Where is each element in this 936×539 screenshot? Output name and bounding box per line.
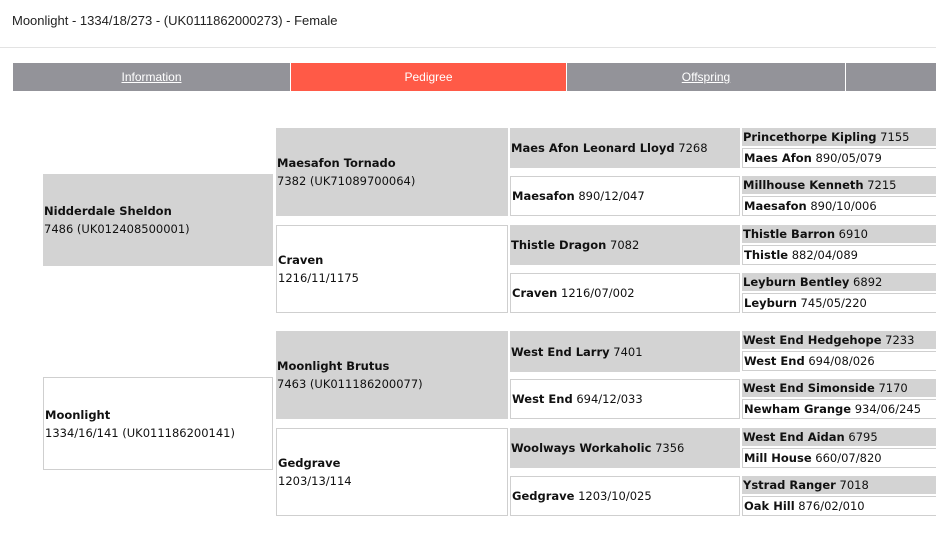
animal-name: Thistle [744,248,789,262]
gen4-dam-cell[interactable]: Newham Grange 934/06/245 [742,399,936,419]
animal-name: Newham Grange [744,402,852,416]
animal-registration: 7268 [674,141,708,155]
animal-name: Craven [278,253,324,267]
animal-name: Millhouse Kenneth [743,178,864,192]
gen4-dam-cell[interactable]: Mill House 660/07/820 [742,448,936,468]
tab-offspring[interactable]: Offspring [567,63,845,91]
animal-name: Gedgrave [512,489,575,503]
gen3-sire-cell[interactable]: Maes Afon Leonard Lloyd 7268 [510,128,740,168]
animal-name: West End Larry [511,344,610,359]
animal-registration: 890/12/047 [574,189,645,203]
animal-name: Oak Hill [744,499,795,513]
animal-registration: 876/02/010 [794,499,865,513]
gen2-dam-cell[interactable]: Craven 1216/11/1175 [276,225,508,313]
gen4-sire-cell[interactable]: West End Simonside 7170 [742,379,936,397]
animal-registration: 7170 [874,381,908,395]
animal-registration: 7401 [609,344,643,359]
tab-pedigree[interactable]: Pedigree [291,63,566,91]
page-title: Moonlight - 1334/18/273 - (UK01118620002… [12,13,338,28]
gen4-sire-cell[interactable]: Leyburn Bentley 6892 [742,273,936,291]
tab-more[interactable] [846,63,936,91]
gen2-dam-cell[interactable]: Gedgrave 1203/13/114 [276,428,508,516]
animal-registration: 7463 (UK011186200077) [277,377,423,391]
gen4-dam-cell[interactable]: Maes Afon 890/05/079 [742,148,936,168]
gen4-dam-cell[interactable]: West End 694/08/026 [742,351,936,371]
animal-name: Thistle Barron [743,227,836,241]
gen3-dam-cell[interactable]: Gedgrave 1203/10/025 [510,476,740,516]
animal-registration: 7018 [835,478,869,492]
animal-registration: 6892 [849,275,883,289]
animal-registration: 7215 [863,178,897,192]
animal-registration: 1216/07/002 [557,286,635,300]
animal-name: West End Hedgehope [743,333,882,347]
animal-name: Maes Afon [744,151,812,165]
gen3-dam-cell[interactable]: Craven 1216/07/002 [510,273,740,313]
animal-name: Maesafon [512,189,575,203]
animal-registration: 6795 [844,430,878,444]
gen4-sire-cell[interactable]: West End Aidan 6795 [742,428,936,446]
animal-registration: 7382 (UK71089700064) [277,174,416,188]
animal-registration: 1203/13/114 [278,474,352,488]
animal-name: West End [744,354,805,368]
animal-name: Maesafon Tornado [277,156,396,170]
gen3-sire-cell[interactable]: West End Larry 7401 [510,331,740,372]
animal-name: Ystrad Ranger [743,478,836,492]
gen3-dam-cell[interactable]: Maesafon 890/12/047 [510,176,740,216]
gen4-sire-cell[interactable]: Princethorpe Kipling 7155 [742,128,936,146]
animal-registration: 694/08/026 [804,354,875,368]
gen1-sire-cell[interactable]: Nidderdale Sheldon 7486 (UK012408500001) [43,174,273,266]
gen2-sire-cell[interactable]: Moonlight Brutus 7463 (UK011186200077) [276,331,508,419]
gen4-sire-cell[interactable]: West End Hedgehope 7233 [742,331,936,349]
gen2-sire-cell[interactable]: Maesafon Tornado 7382 (UK71089700064) [276,128,508,216]
animal-name: Mill House [744,451,812,465]
animal-name: West End Simonside [743,381,875,395]
animal-registration: 882/04/089 [788,248,859,262]
animal-name: Craven [512,286,558,300]
divider [0,47,936,48]
animal-registration: 694/12/033 [572,392,643,406]
animal-registration: 7233 [881,333,915,347]
animal-registration: 1216/11/1175 [278,271,359,285]
animal-name: Nidderdale Sheldon [44,204,172,218]
animal-name: Woolways Workaholic [511,441,652,455]
animal-name: Gedgrave [278,456,341,470]
animal-name: Moonlight [45,407,111,422]
gen1-dam-cell[interactable]: Moonlight 1334/16/141 (UK011186200141) [43,377,273,470]
animal-name: Maesafon [744,199,807,213]
gen4-sire-cell[interactable]: Thistle Barron 6910 [742,225,936,243]
animal-registration: 660/07/820 [811,451,882,465]
animal-name: Maes Afon Leonard Lloyd [511,141,675,155]
gen3-sire-cell[interactable]: Thistle Dragon 7082 [510,225,740,265]
gen4-dam-cell[interactable]: Maesafon 890/10/006 [742,196,936,216]
animal-registration: 1334/16/141 (UK011186200141) [45,425,235,440]
animal-registration: 7082 [606,238,640,252]
animal-registration: 7356 [651,441,685,455]
animal-name: Thistle Dragon [511,238,607,252]
gen3-dam-cell[interactable]: West End 694/12/033 [510,379,740,419]
gen4-sire-cell[interactable]: Millhouse Kenneth 7215 [742,176,936,194]
animal-name: Moonlight Brutus [277,359,390,373]
animal-registration: 745/05/220 [796,296,867,310]
gen4-dam-cell[interactable]: Oak Hill 876/02/010 [742,496,936,516]
animal-name: West End Aidan [743,430,845,444]
animal-registration: 1203/10/025 [574,489,652,503]
animal-name: West End [512,392,573,406]
gen3-sire-cell[interactable]: Woolways Workaholic 7356 [510,428,740,468]
animal-name: Leyburn Bentley [743,275,850,289]
animal-name: Leyburn [744,296,797,310]
animal-registration: 890/10/006 [806,199,877,213]
animal-registration: 7155 [876,130,910,144]
animal-registration: 6910 [835,227,868,241]
animal-name: Princethorpe Kipling [743,130,877,144]
gen4-sire-cell[interactable]: Ystrad Ranger 7018 [742,476,936,494]
animal-registration: 890/05/079 [811,151,882,165]
tab-information[interactable]: Information [13,63,290,91]
gen4-dam-cell[interactable]: Leyburn 745/05/220 [742,293,936,313]
animal-registration: 7486 (UK012408500001) [44,222,190,236]
animal-registration: 934/06/245 [851,402,922,416]
gen4-dam-cell[interactable]: Thistle 882/04/089 [742,245,936,265]
